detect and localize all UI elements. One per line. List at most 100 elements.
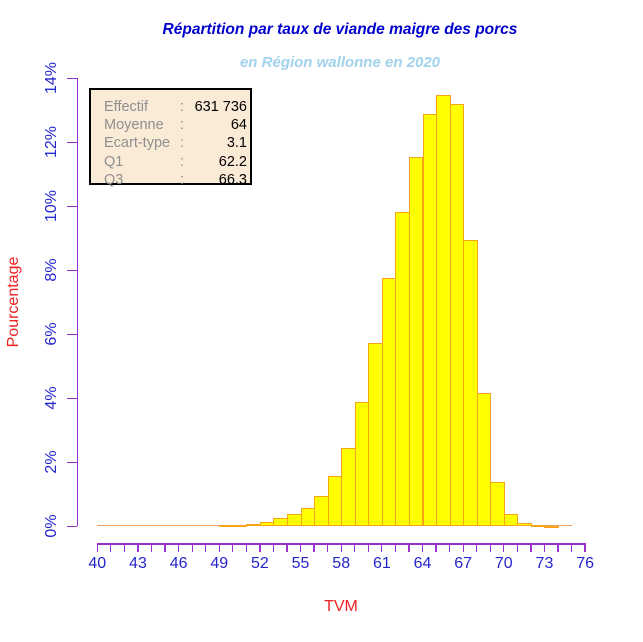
- histogram-bar: [287, 513, 302, 527]
- stats-colon: :: [180, 135, 185, 152]
- histogram-bar: [530, 525, 546, 528]
- x-axis-tick: [408, 544, 410, 552]
- x-axis-line: [96, 543, 586, 545]
- stats-label: Q1: [104, 153, 124, 170]
- histogram-bar: [408, 157, 424, 527]
- x-tick-label: 46: [169, 555, 188, 572]
- x-axis-tick: [299, 544, 302, 552]
- x-tick-label: 64: [413, 555, 432, 572]
- x-tick-label: 58: [332, 555, 351, 572]
- stats-value: 66.3: [218, 171, 247, 188]
- x-axis-tick: [462, 544, 464, 552]
- histogram-bar: [476, 392, 492, 527]
- x-axis-tick: [137, 544, 139, 552]
- x-axis-tick: [191, 544, 193, 552]
- x-axis-tick: [394, 544, 397, 552]
- histogram-bar: [449, 103, 465, 527]
- y-axis-tick: [67, 333, 77, 335]
- y-axis-tick: [67, 525, 77, 527]
- y-tick-label: 14%: [43, 62, 60, 95]
- stats-value: 62.2: [218, 153, 247, 170]
- x-axis-tick: [286, 544, 288, 552]
- histogram-bar: [354, 402, 370, 527]
- stats-box: Effectif:631 736 Moyenne:64 Ecart-type:3…: [89, 88, 252, 188]
- histogram-bar: [544, 525, 559, 528]
- x-axis-tick: [448, 544, 451, 552]
- stats-label: Moyenne: [104, 117, 164, 134]
- x-tick-label: 70: [494, 555, 513, 572]
- x-axis-tick: [259, 544, 261, 552]
- x-tick-label: 67: [454, 555, 473, 572]
- histogram-bar: [517, 522, 532, 527]
- histogram-bar: [368, 342, 383, 527]
- x-tick-label: 61: [372, 555, 391, 572]
- histogram-bar: [381, 277, 397, 527]
- x-axis-tick: [327, 544, 329, 552]
- histogram-bar: [314, 495, 329, 527]
- x-axis-tick: [421, 544, 424, 552]
- stats-value: 631 736: [194, 99, 247, 115]
- stats-row-moyenne: Moyenne: 64: [104, 116, 250, 134]
- histogram-bar: [232, 524, 248, 527]
- histogram-bar: [300, 507, 316, 527]
- histogram-bar: [259, 521, 275, 527]
- x-axis-title: TVM: [324, 598, 358, 615]
- x-tick-label: 55: [291, 555, 310, 572]
- x-axis-tick: [367, 544, 369, 552]
- x-axis-tick: [435, 544, 437, 552]
- x-tick-label: 76: [576, 555, 594, 572]
- x-axis-tick: [476, 544, 478, 552]
- stats-row-q3: Q3: 66.3: [104, 171, 250, 189]
- histogram-bar: [327, 476, 343, 527]
- x-axis-tick: [313, 544, 315, 552]
- stats-colon: :: [180, 153, 185, 170]
- y-tick-label: 8%: [43, 258, 60, 282]
- stats-row-ecart-type: Ecart-type: 3.1: [104, 134, 250, 152]
- x-tick-label: 40: [88, 555, 107, 572]
- x-tick-label: 49: [210, 555, 229, 572]
- x-axis-tick: [516, 544, 518, 552]
- y-tick-label: 6%: [43, 322, 60, 346]
- stats-label: Ecart-type: [104, 135, 171, 152]
- stats-colon: :: [180, 171, 185, 188]
- stats-label: Q3: [104, 171, 124, 188]
- y-tick-label: 4%: [43, 386, 60, 410]
- x-axis-tick: [530, 544, 532, 552]
- x-tick-label: 52: [250, 555, 269, 572]
- histogram-bar: [395, 212, 410, 527]
- x-axis-tick: [205, 544, 207, 552]
- x-axis-tick: [177, 544, 180, 552]
- x-axis-tick: [232, 544, 234, 552]
- y-axis-line: [76, 78, 78, 527]
- stats-label: Effectif: [104, 99, 149, 115]
- y-tick-label: 12%: [43, 126, 60, 159]
- histogram-bar: [273, 518, 288, 527]
- chart-title: Répartition par taux de viande maigre de…: [162, 21, 518, 38]
- x-tick-label: 43: [129, 555, 147, 572]
- y-tick-label: 2%: [43, 450, 60, 474]
- y-tick-label: 10%: [43, 190, 60, 223]
- histogram-bar: [219, 525, 234, 528]
- x-axis-tick: [543, 544, 546, 552]
- x-axis-tick: [272, 544, 275, 552]
- x-axis-tick: [503, 544, 505, 552]
- y-axis-tick: [67, 269, 77, 271]
- histogram-bar: [490, 482, 505, 527]
- stats-row-q1: Q1: 62.2: [104, 153, 250, 171]
- x-axis-tick: [96, 544, 98, 552]
- stats-colon: :: [180, 117, 185, 134]
- x-axis-tick: [570, 544, 573, 552]
- x-axis-tick: [164, 544, 166, 552]
- stats-value: 64: [230, 117, 247, 134]
- histogram-bar: [463, 239, 478, 527]
- y-axis-tick: [67, 141, 77, 143]
- y-axis-tick: [67, 461, 77, 463]
- x-axis-tick: [245, 544, 247, 552]
- histogram-bar: [436, 94, 451, 527]
- histogram-bar: [246, 523, 261, 527]
- y-axis-tick: [67, 77, 77, 79]
- x-axis-tick: [354, 544, 356, 552]
- x-axis-tick: [150, 544, 153, 552]
- x-axis-tick: [381, 544, 383, 552]
